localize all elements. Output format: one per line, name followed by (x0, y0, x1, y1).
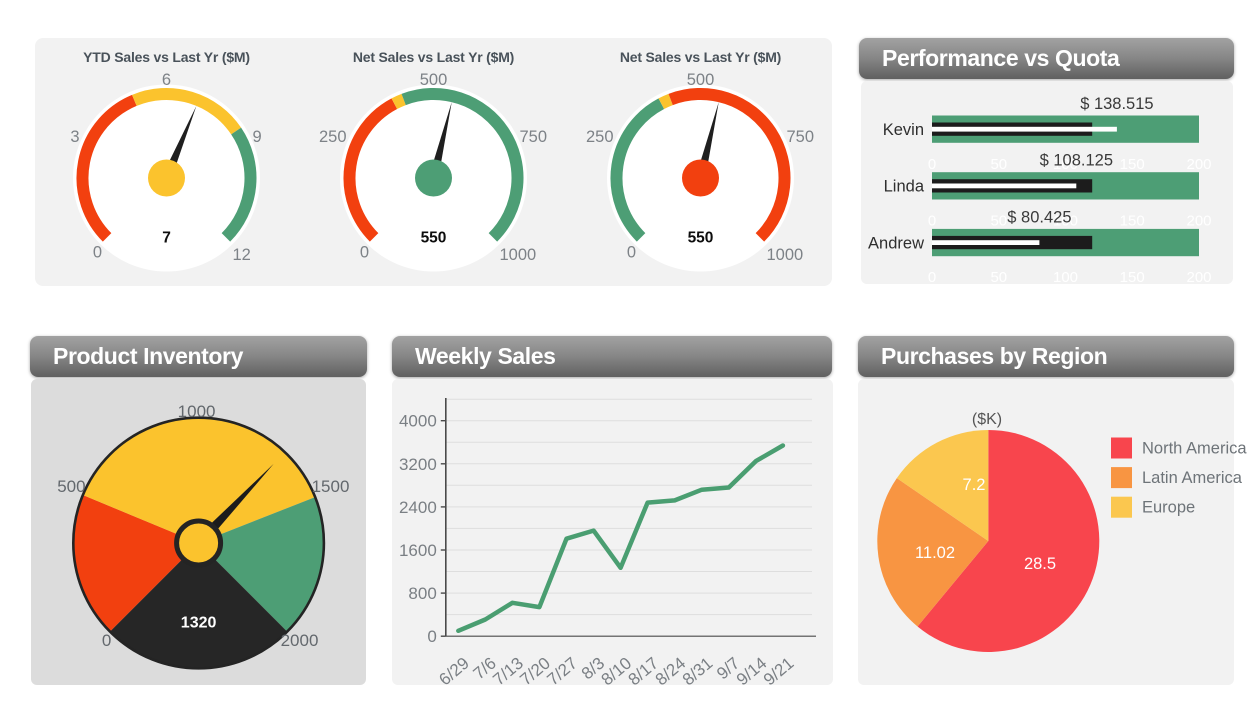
svg-text:100: 100 (1053, 213, 1078, 230)
svg-text:0: 0 (928, 213, 936, 230)
svg-text:Andrew: Andrew (868, 234, 924, 252)
svg-text:YTD Sales vs Last Yr ($M): YTD Sales vs Last Yr ($M) (83, 49, 250, 65)
svg-text:2000: 2000 (281, 631, 319, 650)
svg-text:7: 7 (162, 230, 171, 247)
svg-text:Net Sales vs Last Yr ($M): Net Sales vs Last Yr ($M) (620, 49, 781, 65)
svg-text:0: 0 (360, 244, 369, 262)
svg-text:150: 150 (1120, 213, 1145, 230)
svg-text:$ 138.515: $ 138.515 (1080, 95, 1153, 113)
svg-text:Linda: Linda (884, 178, 925, 196)
svg-text:50: 50 (990, 156, 1007, 173)
svg-text:4000: 4000 (399, 412, 437, 431)
svg-text:50: 50 (990, 213, 1007, 230)
svg-text:500: 500 (420, 71, 448, 89)
svg-text:1000: 1000 (767, 246, 804, 264)
svg-text:Kevin: Kevin (883, 121, 924, 139)
svg-text:3: 3 (70, 128, 79, 146)
svg-text:750: 750 (520, 128, 548, 146)
svg-text:100: 100 (1053, 156, 1078, 173)
svg-text:1500: 1500 (312, 477, 350, 496)
svg-text:0: 0 (93, 244, 102, 262)
svg-text:1600: 1600 (399, 541, 437, 560)
svg-text:200: 200 (1186, 269, 1211, 286)
svg-text:0: 0 (427, 627, 436, 646)
svg-text:12: 12 (233, 246, 251, 264)
svg-text:3200: 3200 (399, 455, 437, 474)
svg-text:1000: 1000 (500, 246, 537, 264)
svg-text:150: 150 (1120, 156, 1145, 173)
svg-text:1000: 1000 (178, 402, 216, 421)
svg-text:Europe: Europe (1142, 499, 1195, 517)
svg-text:750: 750 (787, 128, 815, 146)
svg-text:250: 250 (319, 128, 347, 146)
svg-text:2400: 2400 (399, 498, 437, 517)
svg-text:0: 0 (627, 244, 636, 262)
svg-text:250: 250 (586, 128, 614, 146)
svg-text:500: 500 (57, 477, 85, 496)
svg-text:7.2: 7.2 (963, 476, 986, 494)
svg-text:150: 150 (1120, 269, 1145, 286)
svg-text:($K): ($K) (972, 411, 1002, 428)
svg-text:$ 108.125: $ 108.125 (1040, 152, 1113, 170)
svg-text:7/27: 7/27 (544, 654, 582, 690)
svg-text:550: 550 (421, 230, 447, 247)
svg-text:11.02: 11.02 (915, 544, 955, 562)
svg-text:6: 6 (162, 71, 171, 89)
svg-text:800: 800 (408, 584, 436, 603)
svg-text:500: 500 (687, 71, 715, 89)
svg-text:100: 100 (1053, 269, 1078, 286)
svg-text:0: 0 (928, 269, 936, 286)
svg-text:200: 200 (1186, 156, 1211, 173)
svg-text:0: 0 (102, 631, 111, 650)
svg-text:Net Sales vs Last Yr ($M): Net Sales vs Last Yr ($M) (353, 49, 514, 65)
svg-text:28.5: 28.5 (1024, 555, 1056, 573)
svg-text:Latin America: Latin America (1142, 469, 1243, 487)
svg-text:200: 200 (1186, 213, 1211, 230)
svg-text:0: 0 (928, 156, 936, 173)
svg-text:North America: North America (1142, 440, 1247, 458)
svg-text:550: 550 (688, 230, 714, 247)
svg-text:1320: 1320 (181, 614, 217, 631)
svg-text:50: 50 (990, 269, 1007, 286)
svg-text:6/29: 6/29 (435, 654, 473, 690)
svg-text:9/21: 9/21 (760, 654, 798, 690)
svg-text:$ 80.425: $ 80.425 (1007, 208, 1071, 226)
svg-text:8/31: 8/31 (679, 654, 717, 690)
svg-text:9: 9 (253, 128, 262, 146)
